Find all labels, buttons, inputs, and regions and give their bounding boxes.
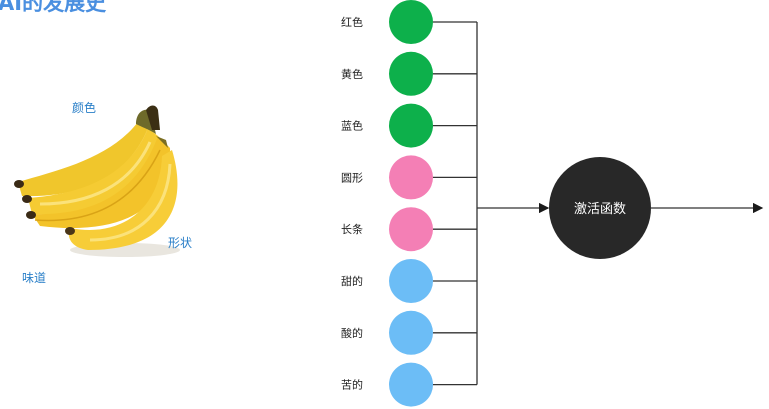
label-color: 颜色: [72, 101, 97, 115]
feature-label: 长条: [341, 222, 363, 236]
label-taste: 味道: [22, 271, 47, 285]
feature-label: 蓝色: [341, 119, 363, 133]
banana-image: [14, 105, 180, 257]
feature-label: 红色: [341, 15, 363, 29]
activation-node: [549, 157, 651, 259]
feature-node: [389, 259, 433, 303]
activation-label: 激活函数: [574, 202, 626, 217]
feature-label: 圆形: [341, 171, 363, 184]
feature-label: 苦的: [341, 378, 363, 392]
feature-label: 黄色: [341, 67, 363, 81]
label-shape: 形状: [168, 236, 193, 250]
feature-label: 甜的: [341, 274, 363, 288]
feature-node: [389, 51, 433, 96]
feature-node: [389, 362, 433, 407]
feature-node: [389, 310, 433, 355]
slide-title: AI的发展史: [0, 0, 107, 15]
feature-node: [389, 155, 433, 200]
feature-node: [389, 103, 433, 148]
feature-node: [389, 0, 433, 44]
feature-label: 酸的: [341, 326, 363, 340]
feature-node: [389, 207, 433, 252]
